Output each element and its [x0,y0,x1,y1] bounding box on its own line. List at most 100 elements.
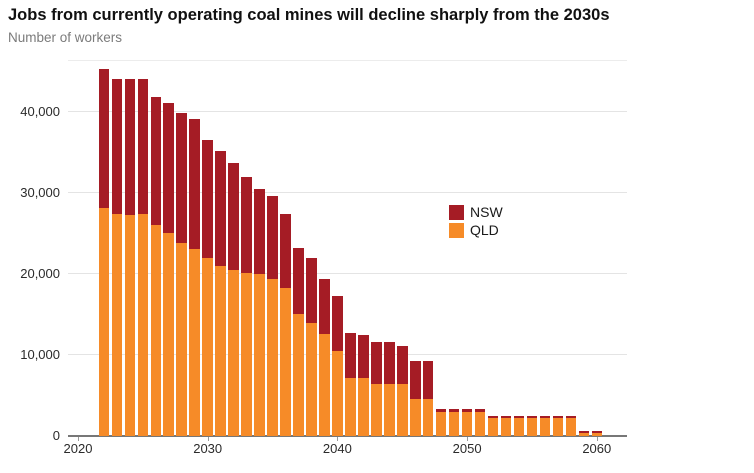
bar-2024-nsw-segment[interactable] [124,79,136,215]
bar-2058-nsw-segment[interactable] [565,415,577,418]
bar-2040-qld-segment[interactable] [332,350,343,436]
bar-2043[interactable] [371,341,382,436]
bar-2028-qld-segment[interactable] [176,242,188,436]
bar-2030-nsw-segment[interactable] [202,139,213,258]
bar-2041[interactable] [345,332,356,436]
bar-2030[interactable] [202,139,213,436]
bar-2022-qld-segment[interactable] [98,208,110,436]
bar-2056-nsw-segment[interactable] [539,415,551,418]
bar-2035-qld-segment[interactable] [267,278,278,436]
bar-2056-qld-segment[interactable] [539,417,551,436]
bar-2051-nsw-segment[interactable] [474,409,486,412]
bar-2048[interactable] [435,409,447,436]
bar-2036[interactable] [280,213,291,436]
bar-2025-qld-segment[interactable] [137,213,149,436]
bar-2059-nsw-segment[interactable] [578,431,590,433]
bar-2031[interactable] [215,151,226,436]
bar-2030-qld-segment[interactable] [202,257,213,436]
bar-2042-nsw-segment[interactable] [358,335,369,379]
bar-2041-nsw-segment[interactable] [345,332,356,379]
bar-2049-nsw-segment[interactable] [448,409,460,412]
bar-2055[interactable] [526,415,538,436]
bar-2044-qld-segment[interactable] [383,384,395,436]
bar-2034-qld-segment[interactable] [254,273,265,436]
bar-2054-qld-segment[interactable] [513,417,525,436]
bar-2037-nsw-segment[interactable] [293,247,304,315]
bar-2040-nsw-segment[interactable] [332,295,343,351]
bar-2057[interactable] [552,415,564,436]
bar-2031-nsw-segment[interactable] [215,151,226,266]
bar-2027-nsw-segment[interactable] [163,103,175,234]
bar-2033-qld-segment[interactable] [241,272,252,436]
bar-2055-qld-segment[interactable] [526,417,538,436]
bar-2032-nsw-segment[interactable] [228,162,239,270]
bar-2029-qld-segment[interactable] [189,249,201,436]
bar-2047[interactable] [422,360,434,436]
bar-2023[interactable] [111,79,123,436]
bar-2025-nsw-segment[interactable] [137,79,149,214]
bar-2054-nsw-segment[interactable] [513,415,525,418]
bar-2045[interactable] [396,345,408,436]
bar-2057-nsw-segment[interactable] [552,415,564,418]
bar-2059-qld-segment[interactable] [578,432,590,436]
bar-2059[interactable] [578,431,590,436]
bar-2033[interactable] [241,177,252,436]
bar-2024-qld-segment[interactable] [124,214,136,436]
bar-2055-nsw-segment[interactable] [526,415,538,418]
bar-2022[interactable] [98,68,110,436]
bar-2026[interactable] [150,96,162,436]
bar-2022-nsw-segment[interactable] [98,68,110,209]
bar-2035[interactable] [267,195,278,436]
bar-2045-qld-segment[interactable] [396,384,408,436]
bar-2050-qld-segment[interactable] [461,411,473,436]
bar-2048-qld-segment[interactable] [435,411,447,436]
bar-2038[interactable] [306,257,317,436]
bar-2029[interactable] [189,118,201,436]
bar-2028-nsw-segment[interactable] [176,113,188,243]
bar-2060[interactable] [591,431,603,436]
bar-2054[interactable] [513,415,525,436]
bar-2024[interactable] [124,79,136,436]
bar-2034-nsw-segment[interactable] [254,188,265,274]
bar-2057-qld-segment[interactable] [552,417,564,436]
bar-2058[interactable] [565,415,577,436]
bar-2051[interactable] [474,409,486,436]
bar-2043-nsw-segment[interactable] [371,341,382,385]
bar-2049[interactable] [448,409,460,436]
bar-2027-qld-segment[interactable] [163,233,175,436]
bar-2043-qld-segment[interactable] [371,384,382,436]
bar-2044-nsw-segment[interactable] [383,341,395,385]
bar-2042-qld-segment[interactable] [358,378,369,436]
bar-2060-qld-segment[interactable] [591,432,603,436]
bar-2047-nsw-segment[interactable] [422,360,434,399]
bar-2044[interactable] [383,341,395,436]
bar-2034[interactable] [254,188,265,436]
bar-2053[interactable] [500,415,512,436]
bar-2046-qld-segment[interactable] [409,398,421,436]
bar-2060-nsw-segment[interactable] [591,431,603,433]
bar-2032-qld-segment[interactable] [228,269,239,436]
bar-2042[interactable] [358,335,369,436]
bar-2036-qld-segment[interactable] [280,287,291,436]
bar-2049-qld-segment[interactable] [448,411,460,436]
bar-2026-nsw-segment[interactable] [150,96,162,226]
bar-2050[interactable] [461,409,473,436]
bar-2039-qld-segment[interactable] [319,333,330,436]
bar-2052[interactable] [487,415,499,436]
bar-2027[interactable] [163,103,175,436]
bar-2032[interactable] [228,162,239,436]
bar-2046-nsw-segment[interactable] [409,360,421,399]
bar-2058-qld-segment[interactable] [565,417,577,436]
bar-2038-qld-segment[interactable] [306,323,317,436]
bar-2053-qld-segment[interactable] [500,417,512,436]
bar-2028[interactable] [176,113,188,436]
bar-2045-nsw-segment[interactable] [396,345,408,385]
bar-2029-nsw-segment[interactable] [189,118,201,250]
bar-2053-nsw-segment[interactable] [500,415,512,418]
bar-2037[interactable] [293,247,304,436]
bar-2050-nsw-segment[interactable] [461,409,473,412]
bar-2052-qld-segment[interactable] [487,417,499,436]
bar-2052-nsw-segment[interactable] [487,415,499,418]
bar-2056[interactable] [539,415,551,436]
bar-2047-qld-segment[interactable] [422,398,434,436]
